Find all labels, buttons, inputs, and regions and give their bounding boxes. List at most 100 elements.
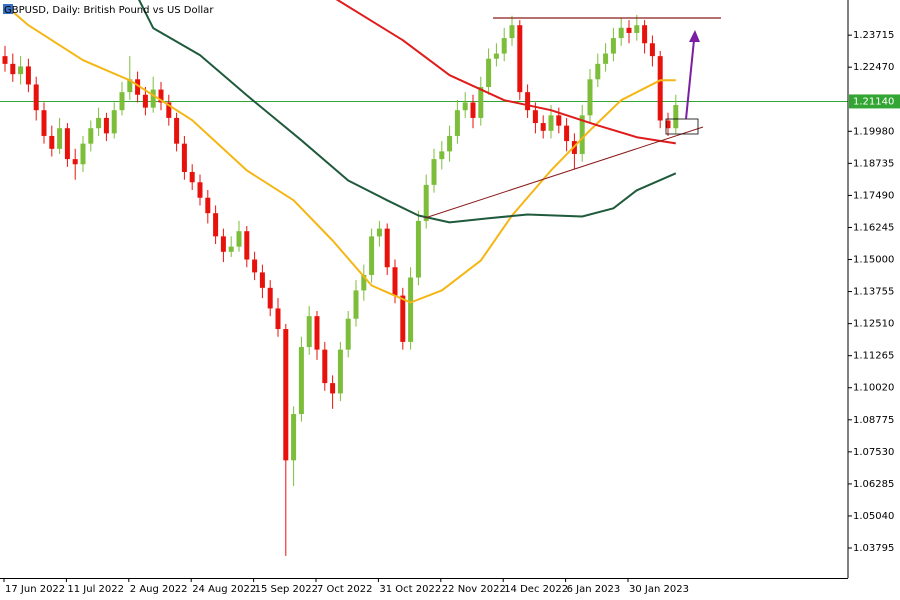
candle-body	[392, 267, 398, 296]
candle-body	[408, 277, 414, 342]
y-tick-label: 1.03795	[853, 543, 894, 554]
candle-body	[431, 159, 437, 185]
candle-body	[486, 58, 492, 88]
candle-body	[259, 272, 265, 288]
x-tick-label: 11 Jul 2022	[67, 584, 124, 595]
axes: 1.23715 1.22470 1.19980 1.18735 1.17490 1.162…	[3, 30, 900, 595]
candle-body	[634, 25, 640, 33]
candle-body	[291, 413, 297, 461]
candle-body	[174, 117, 180, 144]
candle-body	[103, 117, 109, 134]
x-tick-label: 30 Jan 2023	[629, 584, 689, 595]
y-tick-label: 1.19980	[853, 126, 894, 137]
candle-body	[150, 89, 156, 108]
candle-body	[181, 143, 187, 172]
candle-body	[189, 171, 195, 183]
candle-body	[197, 182, 203, 198]
arrow-head	[689, 30, 700, 42]
candle-body	[470, 102, 476, 118]
x-tick-label: 15 Sep 2022	[255, 584, 318, 595]
candle-body	[517, 25, 523, 93]
candle-body	[80, 143, 86, 165]
candle-body	[610, 38, 616, 54]
candle-body	[275, 308, 281, 330]
candle-body	[10, 63, 16, 75]
y-tick-label: 1.07530	[853, 447, 894, 458]
candle-body	[501, 38, 507, 54]
candle-body	[111, 110, 117, 134]
candle-body	[626, 27, 632, 33]
candle-body	[525, 92, 531, 111]
candle-body	[330, 383, 336, 394]
x-tick-label: 2 Aug 2022	[130, 584, 188, 595]
candle-body	[72, 159, 78, 165]
candle-body	[548, 115, 554, 131]
candle-body	[88, 128, 94, 144]
candle-body	[657, 56, 663, 121]
candle-body	[213, 213, 219, 237]
current-price-label: 1.21140	[853, 96, 894, 107]
y-tick-label: 1.13755	[853, 287, 894, 298]
candle-body	[369, 236, 375, 275]
candle-body	[579, 115, 585, 154]
candle-body	[18, 66, 24, 75]
candle-body	[400, 295, 406, 342]
candle-body	[57, 128, 63, 149]
candle-body	[64, 128, 70, 160]
trend-line	[424, 126, 704, 219]
zone-box	[665, 118, 699, 135]
candle-body	[306, 316, 312, 348]
x-tick-label: 6 Jan 2023	[567, 584, 621, 595]
candle-body	[423, 184, 429, 221]
candle-body	[25, 66, 31, 85]
candle-body	[127, 79, 133, 93]
y-tick-label: 1.22470	[853, 62, 894, 73]
y-tick-label: 1.17490	[853, 190, 894, 201]
candle-body	[41, 110, 47, 136]
candle-body	[166, 102, 172, 118]
symbol-icon	[3, 4, 13, 14]
candle-body	[665, 120, 671, 129]
y-tick-label: 1.08775	[853, 415, 894, 426]
candle-body	[244, 231, 250, 260]
candle-body	[33, 84, 39, 111]
candle-body	[618, 27, 624, 39]
y-tick-label: 1.18735	[853, 158, 894, 169]
candle-body	[2, 56, 8, 64]
y-tick-label: 1.16245	[853, 222, 894, 233]
candle-body	[673, 105, 679, 129]
candle-body	[603, 53, 609, 64]
moving-average	[335, 0, 676, 145]
candle-body	[415, 220, 421, 278]
candle-body	[649, 43, 655, 57]
candle-body	[220, 236, 226, 252]
candle-body	[96, 117, 102, 129]
candle-body	[439, 151, 445, 160]
candle-body	[236, 231, 242, 247]
candle-body	[478, 87, 484, 118]
current-price-box	[849, 94, 900, 109]
candle-body	[493, 53, 499, 59]
candle-body	[556, 115, 562, 126]
candle-body	[142, 94, 148, 108]
candle-body	[462, 102, 468, 111]
candle-body	[447, 135, 453, 152]
x-tick-label: 31 Oct 2022	[379, 584, 441, 595]
chart-title: GBPUSD, Daily: British Pound vs US Dolla…	[4, 5, 214, 16]
y-tick-label: 1.05040	[853, 511, 894, 522]
candle-body	[540, 123, 546, 131]
candle-body	[298, 347, 304, 414]
y-tick-label: 1.10020	[853, 383, 894, 394]
candle-body	[642, 25, 648, 44]
candle-body	[205, 197, 211, 214]
candle-body	[135, 79, 141, 95]
drawings	[424, 17, 721, 219]
y-tick-label: 1.12510	[853, 319, 894, 330]
candle-body	[119, 92, 125, 111]
candle-body	[384, 228, 390, 268]
candle-body	[564, 125, 570, 142]
candle-body	[158, 89, 164, 103]
plot-area	[0, 0, 848, 556]
